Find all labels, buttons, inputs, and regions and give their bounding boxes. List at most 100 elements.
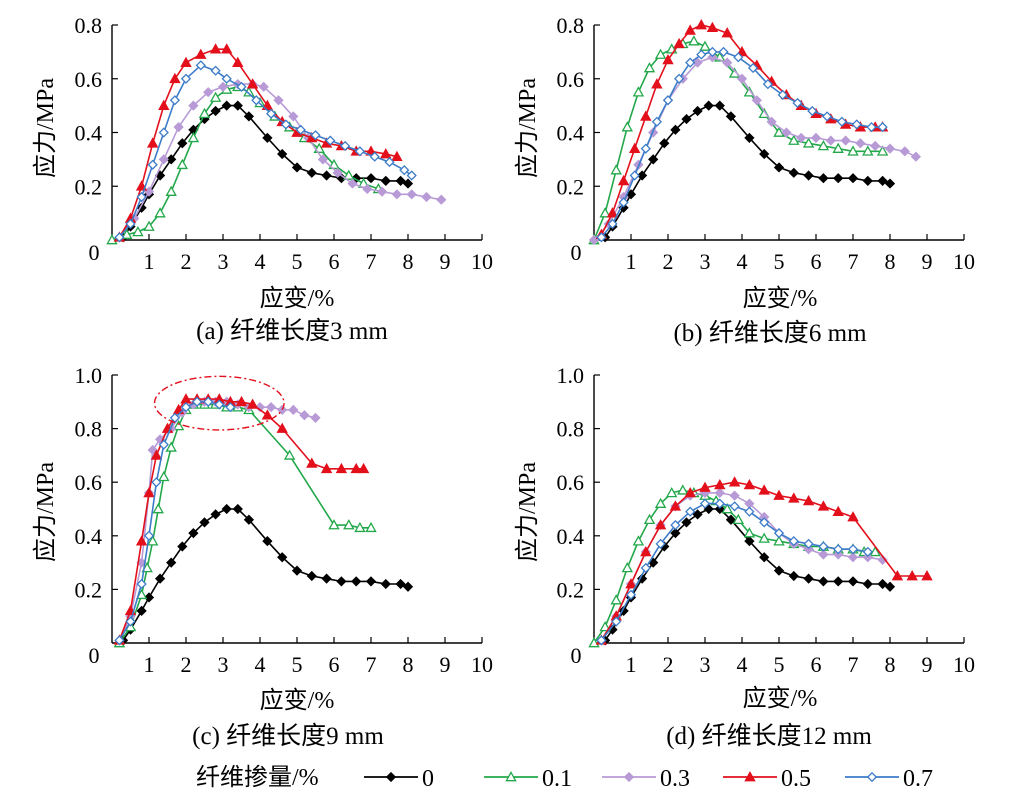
- data-point: [136, 191, 147, 203]
- data-point: [670, 124, 681, 135]
- panel-caption: (d) 纤维长度12 mm: [666, 722, 872, 750]
- y-tick-label: 0.2: [75, 577, 103, 602]
- series-0: [117, 503, 414, 646]
- data-point: [125, 218, 136, 229]
- data-point: [685, 57, 696, 68]
- y-tick-label: 0.6: [557, 67, 585, 92]
- data-point: [673, 73, 685, 84]
- y-tick-label: 0.8: [557, 417, 585, 442]
- x-tick-label: 4: [737, 652, 748, 677]
- x-tick-label: 10: [953, 249, 975, 274]
- panel-a: 0 1 2 3 4 5 6 7 8 9 10 0.2 0.4 0.6 0.8 应变/% 应力/MPa (a) 纤维…: [32, 13, 493, 345]
- data-point: [380, 175, 391, 186]
- series-line-0.1: [593, 489, 876, 644]
- data-point: [788, 167, 799, 178]
- data-point: [258, 81, 269, 92]
- data-point: [611, 616, 622, 627]
- data-point: [365, 576, 377, 587]
- y-tick-label: 0.6: [75, 67, 103, 92]
- data-point: [152, 503, 164, 514]
- x-tick-label: 10: [471, 652, 493, 677]
- data-point: [436, 194, 447, 205]
- data-point: [703, 100, 714, 111]
- data-point: [325, 135, 336, 146]
- data-point: [677, 484, 689, 495]
- data-point: [365, 521, 377, 533]
- data-point: [235, 395, 248, 407]
- data-point: [743, 527, 756, 538]
- data-point: [766, 116, 777, 127]
- data-point: [376, 186, 388, 197]
- x-tick-label: 0: [89, 240, 100, 265]
- y-tick-label: 1.0: [75, 363, 103, 388]
- data-point: [744, 536, 755, 547]
- data-point: [670, 528, 681, 539]
- data-point: [135, 535, 148, 546]
- data-point: [143, 530, 155, 541]
- data-point: [777, 89, 788, 100]
- data-point: [862, 145, 874, 156]
- series-0: [599, 503, 896, 646]
- data-point: [618, 197, 629, 208]
- data-point: [818, 173, 829, 184]
- data-point: [321, 170, 332, 181]
- data-point: [154, 573, 166, 584]
- data-point: [277, 552, 288, 563]
- data-point: [395, 175, 406, 186]
- data-point: [833, 173, 844, 184]
- data-point: [251, 95, 262, 106]
- y-tick-label: 0.4: [75, 524, 103, 549]
- data-point: [728, 476, 741, 487]
- x-axis-title: 应变/%: [260, 687, 335, 714]
- data-point: [669, 500, 682, 511]
- series-0.3: [114, 79, 447, 243]
- data-point: [847, 576, 859, 587]
- data-point: [870, 140, 881, 152]
- data-point: [847, 552, 859, 563]
- data-point: [277, 404, 288, 415]
- data-point: [751, 95, 762, 106]
- data-point: [640, 143, 651, 154]
- data-point: [246, 398, 259, 409]
- y-tick-label: 0.8: [75, 417, 103, 442]
- series-0.3: [596, 487, 888, 646]
- data-point: [214, 399, 225, 410]
- data-point: [721, 503, 733, 514]
- data-point: [384, 156, 395, 168]
- series-0: [117, 100, 414, 243]
- data-point: [354, 146, 366, 157]
- x-tick-label: 10: [953, 652, 975, 677]
- x-axis-title: 应变/%: [743, 285, 818, 312]
- data-point: [818, 541, 829, 552]
- data-point: [166, 154, 177, 165]
- x-tick-label: 8: [885, 249, 896, 274]
- data-point: [232, 503, 243, 515]
- legend-title: 纤维掺量/%: [196, 764, 319, 791]
- legend-entries: 0 0.1 0.3 0.5 0.7: [364, 766, 933, 792]
- y-tick-label: 0.6: [75, 470, 103, 495]
- panel-caption: (c) 纤维长度9 mm: [192, 722, 384, 750]
- data-point: [847, 173, 859, 184]
- data-point: [773, 535, 785, 546]
- panel-c: 0 1 2 3 4 5 6 7 8 9 10 0.2 0.4 0.6 0.8 1.0 应变/% 应力/MPa (c)…: [32, 363, 493, 750]
- data-point: [406, 189, 417, 200]
- data-point: [328, 519, 340, 530]
- data-point: [114, 232, 125, 243]
- y-tick-label: 0.2: [557, 174, 585, 199]
- data-point: [402, 178, 414, 189]
- data-point: [796, 132, 807, 143]
- data-point: [884, 178, 896, 189]
- data-point: [243, 111, 255, 122]
- x-tick-label: 2: [663, 652, 674, 677]
- data-point: [380, 148, 392, 159]
- series-line-0: [122, 508, 409, 641]
- legend-entry-0.7: 0.7: [845, 766, 933, 792]
- data-point: [354, 521, 366, 533]
- data-point: [773, 528, 785, 539]
- data-point: [136, 605, 147, 616]
- data-point: [125, 616, 136, 627]
- data-point: [421, 191, 432, 203]
- data-point: [273, 95, 284, 106]
- y-tick-label: 0.2: [557, 577, 585, 602]
- data-point: [221, 73, 232, 84]
